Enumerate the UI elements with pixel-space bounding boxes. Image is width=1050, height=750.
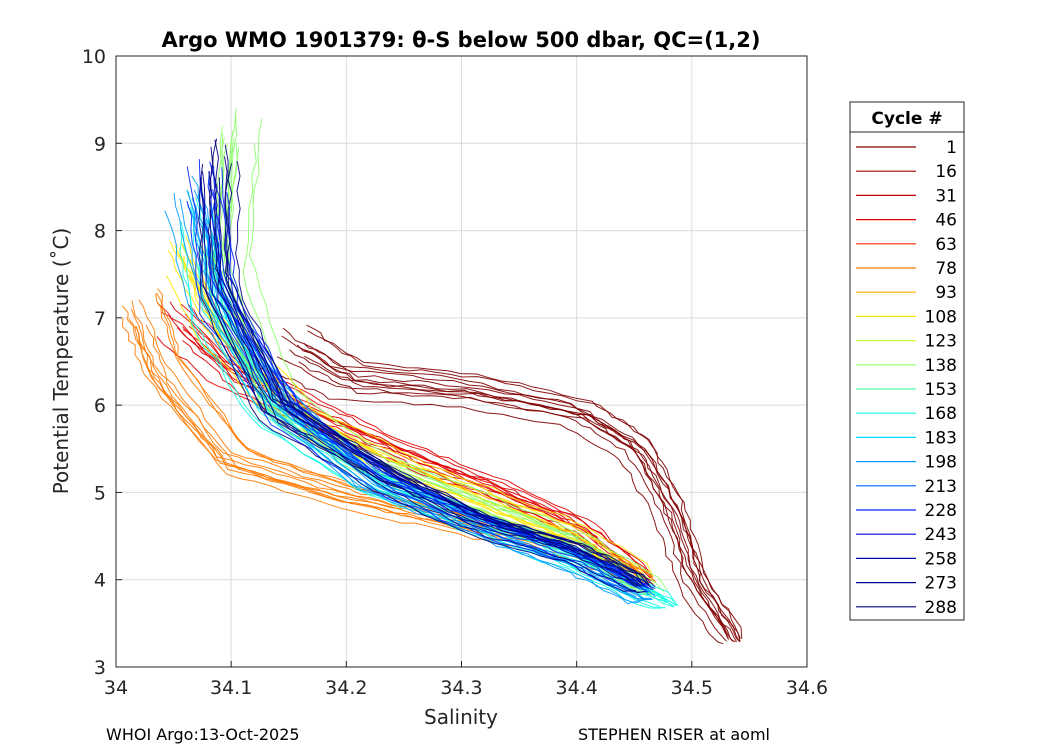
x-tick-label: 34.4 bbox=[556, 677, 598, 699]
y-tick-label: 4 bbox=[94, 570, 106, 592]
profile-line bbox=[209, 146, 642, 587]
y-tick-label: 8 bbox=[94, 221, 106, 243]
footer-left: WHOI Argo:13-Oct-2025 bbox=[106, 725, 300, 744]
profile-line bbox=[281, 335, 729, 640]
y-tick-label: 5 bbox=[94, 482, 106, 504]
profile-line bbox=[206, 219, 675, 607]
legend-label: 93 bbox=[935, 283, 957, 303]
profile-line bbox=[235, 161, 656, 588]
legend-label: 183 bbox=[925, 428, 957, 448]
profile-line bbox=[223, 156, 650, 586]
chart-title: Argo WMO 1901379: θ-S below 500 dbar, QC… bbox=[162, 28, 761, 52]
y-tick-label: 7 bbox=[94, 308, 106, 330]
profile-line bbox=[180, 221, 662, 609]
profile-line bbox=[307, 330, 743, 639]
profile-line bbox=[212, 138, 644, 586]
profile-line bbox=[199, 187, 654, 596]
legend-title: Cycle # bbox=[871, 109, 942, 129]
legend-label: 243 bbox=[925, 525, 957, 545]
profile-line bbox=[289, 349, 734, 642]
profile-line bbox=[156, 336, 638, 581]
x-tick-label: 34 bbox=[104, 677, 128, 699]
profile-line bbox=[185, 313, 652, 582]
x-tick-label: 34.5 bbox=[671, 677, 713, 699]
y-tick-label: 6 bbox=[94, 395, 106, 417]
x-tick-label: 34.1 bbox=[210, 677, 252, 699]
legend-label: 78 bbox=[935, 259, 957, 279]
profile-line bbox=[201, 170, 639, 587]
footer-right: STEPHEN RISER at aoml bbox=[578, 725, 770, 744]
x-tick-label: 34.3 bbox=[440, 677, 482, 699]
legend-label: 258 bbox=[925, 549, 957, 569]
profile-line bbox=[298, 361, 738, 643]
profile-line bbox=[179, 198, 643, 604]
y-tick-label: 10 bbox=[82, 46, 106, 68]
profile-line bbox=[268, 369, 724, 645]
profile-line bbox=[161, 311, 640, 577]
profile-line bbox=[224, 144, 650, 587]
profile-line bbox=[198, 176, 636, 592]
y-tick-label: 9 bbox=[94, 133, 106, 155]
x-axis-label: Salinity bbox=[424, 705, 498, 729]
profile-line bbox=[248, 118, 668, 591]
x-tick-label: 34.6 bbox=[786, 677, 828, 699]
legend-label: 16 bbox=[935, 162, 957, 182]
profile-line bbox=[276, 356, 727, 642]
legend-label: 153 bbox=[925, 380, 957, 400]
legend-label: 168 bbox=[925, 404, 957, 424]
y-axis-label: Potential Temperature (˚C) bbox=[49, 228, 73, 495]
profile-line bbox=[176, 327, 649, 581]
profile-line bbox=[227, 163, 652, 588]
profile-line bbox=[214, 139, 645, 587]
profile-line bbox=[164, 210, 637, 598]
legend-label: 198 bbox=[925, 453, 957, 473]
legend-label: 288 bbox=[925, 598, 957, 618]
legend-label: 123 bbox=[925, 332, 957, 352]
x-tick-label: 34.2 bbox=[325, 677, 367, 699]
profile-line bbox=[303, 342, 740, 642]
legend-label: 273 bbox=[925, 574, 957, 594]
legend-label: 31 bbox=[935, 186, 957, 206]
legend-label: 138 bbox=[925, 356, 957, 376]
legend-entries: 1 16 31 46 63 78 93 108 123 138 153 168 183 198 213 228… bbox=[856, 138, 957, 618]
legend-label: 108 bbox=[925, 307, 957, 327]
legend-label: 228 bbox=[925, 501, 957, 521]
profile-line bbox=[217, 177, 646, 594]
legend-label: 1 bbox=[946, 138, 957, 158]
legend-label: 213 bbox=[925, 477, 957, 497]
legend-label: 63 bbox=[935, 235, 957, 255]
curves bbox=[121, 107, 743, 645]
legend: Cycle # 11631466378931081231381531681831… bbox=[849, 101, 965, 621]
legend-label: 46 bbox=[935, 211, 957, 231]
y-tick-label: 3 bbox=[94, 657, 106, 679]
